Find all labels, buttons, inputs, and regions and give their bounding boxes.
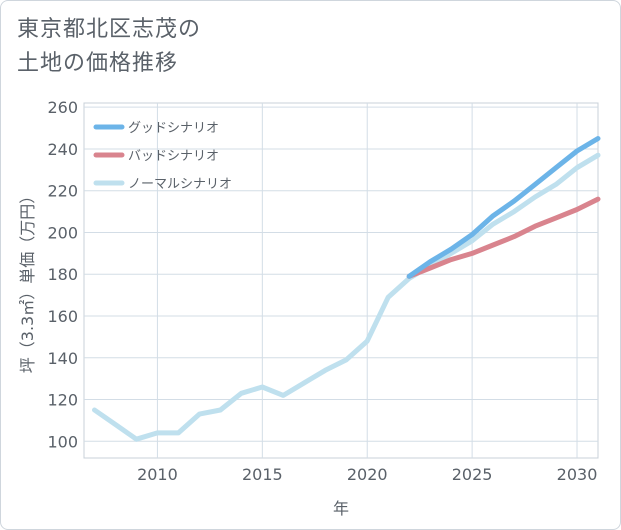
y-tick-label: 160 xyxy=(47,307,78,326)
legend-label: ノーマルシナリオ xyxy=(128,177,232,192)
y-tick-label: 220 xyxy=(47,182,78,201)
x-tick-label: 2030 xyxy=(557,465,598,484)
y-tick-label: 260 xyxy=(47,98,78,117)
y-tick-label: 100 xyxy=(47,432,78,451)
x-tick-label: 2025 xyxy=(452,465,493,484)
y-axis-label: 坪（3.3㎡）単価（万円） xyxy=(18,188,37,373)
x-tick-label: 2015 xyxy=(242,465,283,484)
x-tick-label: 2020 xyxy=(347,465,388,484)
y-tick-label: 180 xyxy=(47,265,78,284)
x-axis-label: 年 xyxy=(333,499,349,518)
y-tick-label: 200 xyxy=(47,223,78,242)
y-tick-label: 120 xyxy=(47,391,78,410)
y-tick-label: 240 xyxy=(47,140,78,159)
legend-label: バッドシナリオ xyxy=(128,149,219,164)
line-chart: 100 120 140 160 180 200 220 240 260 2010 2015 2020 2… xyxy=(0,0,621,530)
y-tick-label: 140 xyxy=(47,349,78,368)
x-tick-label: 2010 xyxy=(137,465,178,484)
legend-label: グッドシナリオ xyxy=(128,121,219,136)
